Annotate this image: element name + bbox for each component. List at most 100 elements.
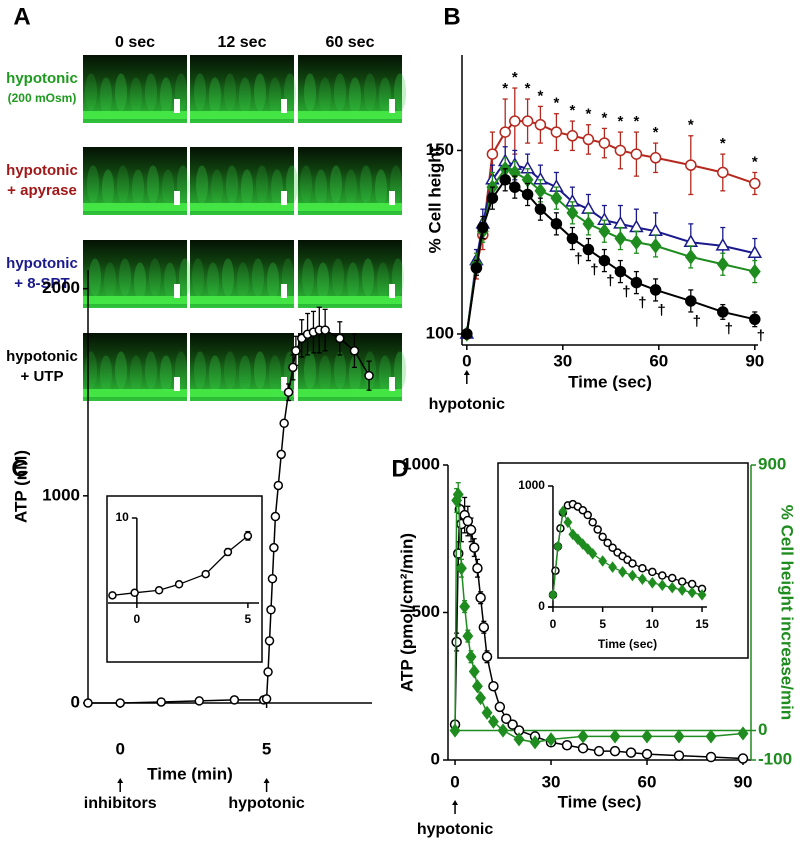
y2-tick-label: 900 <box>758 454 786 473</box>
cell <box>149 258 161 297</box>
data-point <box>174 580 184 589</box>
cell <box>302 258 314 297</box>
data-point <box>588 518 597 527</box>
x-tick-label: 90 <box>734 772 753 791</box>
data-point <box>267 573 278 584</box>
cell <box>160 355 172 394</box>
basal-band <box>298 389 402 397</box>
data-point <box>461 328 473 340</box>
scale-bar <box>174 191 180 205</box>
data-point <box>261 694 272 704</box>
data-point <box>608 561 618 573</box>
data-point <box>288 362 298 373</box>
data-point <box>598 137 611 149</box>
cell <box>269 77 281 116</box>
row-label: hypotonic <box>6 70 78 87</box>
data-point <box>481 705 493 720</box>
cell <box>224 351 236 390</box>
data-point <box>521 115 534 127</box>
cell <box>334 351 346 390</box>
significance-mark: † <box>693 313 701 330</box>
data-point <box>534 203 547 215</box>
data-point <box>637 573 647 585</box>
significance-mark: * <box>752 153 758 170</box>
data-point <box>608 543 617 552</box>
data-point <box>582 243 595 256</box>
data-point <box>749 313 761 326</box>
x-tick-label: 60 <box>649 351 668 370</box>
data-point <box>687 579 697 589</box>
data-point <box>628 569 637 582</box>
cell <box>209 355 221 394</box>
significance-mark: * <box>537 87 543 104</box>
data-point <box>462 515 474 527</box>
significance-mark: † <box>590 262 598 279</box>
column-header: 60 sec <box>326 34 375 51</box>
data-point <box>583 543 593 555</box>
data-point <box>548 589 558 601</box>
data-point <box>649 284 662 296</box>
cell <box>239 77 251 116</box>
cell <box>360 165 372 204</box>
data-point <box>630 234 643 250</box>
y-tick-label: 150 <box>426 140 454 159</box>
annotation: hypotonic <box>228 795 305 812</box>
column-header: 0 sec <box>115 34 155 51</box>
basal-band <box>83 111 187 119</box>
cell <box>349 77 361 116</box>
data-point <box>553 540 563 553</box>
basal-band <box>190 389 294 397</box>
data-point <box>470 262 483 274</box>
data-point <box>452 487 464 502</box>
x-tick-label: 60 <box>638 772 657 791</box>
data-point <box>716 256 729 272</box>
cell <box>194 73 206 112</box>
scale-bar <box>281 284 287 298</box>
data-point <box>747 245 763 258</box>
data-point <box>687 586 697 599</box>
significance-mark: * <box>601 109 607 126</box>
significance-mark: * <box>569 102 575 119</box>
scale-bar <box>389 377 395 391</box>
series-line <box>465 167 756 335</box>
series-line <box>454 494 744 744</box>
scale-bar <box>389 191 395 205</box>
cell <box>209 77 221 116</box>
data-point <box>598 254 611 267</box>
data-point <box>487 714 499 729</box>
scale-bar <box>281 377 287 391</box>
data-point <box>534 118 547 131</box>
cell <box>162 169 174 208</box>
data-point <box>609 745 621 757</box>
cell <box>394 73 406 112</box>
panel-label: B <box>443 3 460 30</box>
data-point <box>588 547 598 560</box>
data-point <box>667 573 677 583</box>
cell <box>347 262 359 301</box>
data-point <box>705 751 717 763</box>
data-point <box>578 505 588 515</box>
inset-frame <box>497 462 749 659</box>
data-point <box>705 729 717 744</box>
cell <box>130 77 142 116</box>
data-point <box>243 531 253 541</box>
cell <box>237 262 249 301</box>
data-point <box>270 511 281 522</box>
data-point <box>609 729 621 744</box>
data-point <box>494 701 506 713</box>
data-point <box>677 577 687 586</box>
y-tick-label: 2000 <box>42 278 80 297</box>
data-point <box>577 742 589 754</box>
data-point <box>649 152 662 164</box>
data-point <box>625 747 637 758</box>
significance-mark: * <box>502 80 508 97</box>
basal-band <box>190 203 294 211</box>
data-point <box>684 249 697 265</box>
data-point <box>499 174 511 186</box>
cell <box>379 77 391 116</box>
x-tick-label: 0 <box>134 612 141 626</box>
cell <box>345 169 357 208</box>
data-point <box>266 605 276 615</box>
significance-mark: † <box>657 302 665 319</box>
data-point <box>737 726 749 741</box>
